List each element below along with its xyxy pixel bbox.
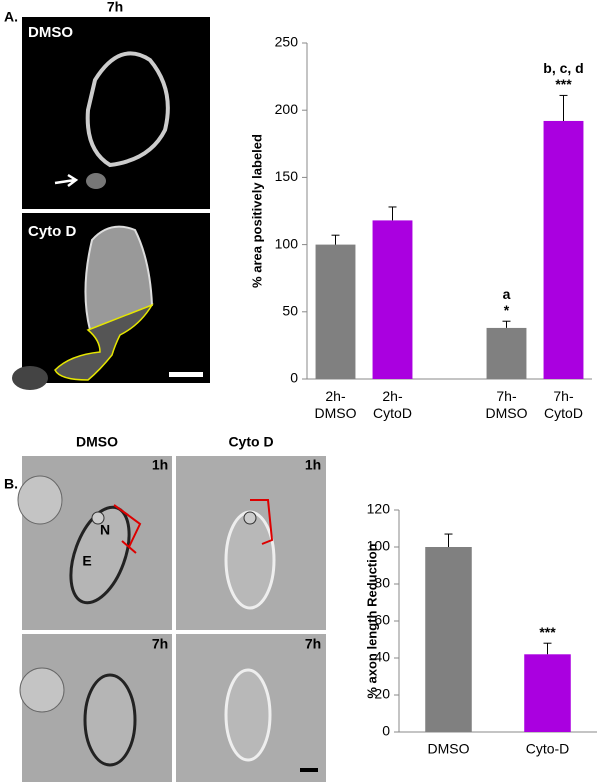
y-tick-label: 150 <box>275 168 299 184</box>
column-title: DMSO <box>76 434 118 450</box>
cell <box>224 668 272 762</box>
x-tick-line: DMSO <box>315 405 357 421</box>
cell <box>19 667 65 713</box>
outline <box>54 303 154 381</box>
time-label: 1h <box>152 457 168 473</box>
panel-label: A. <box>4 9 18 25</box>
bar <box>486 327 527 379</box>
y-tick-label: 120 <box>367 501 391 517</box>
x-tick-line: 2h- <box>382 388 403 404</box>
x-tick-label: 2h-DMSO <box>315 388 357 421</box>
x-tick-label: 2h-CytoD <box>373 388 412 421</box>
y-tick-label: 60 <box>374 612 390 628</box>
scale-bar <box>300 768 318 772</box>
cell-label: E <box>82 553 91 569</box>
x-tick-line: 7h- <box>496 388 517 404</box>
x-tick-line: CytoD <box>544 405 583 421</box>
panel-label: B. <box>4 476 18 492</box>
y-tick-label: 0 <box>382 723 390 739</box>
time-label: 1h <box>305 457 321 473</box>
cell <box>17 475 63 525</box>
x-tick-line: 2h- <box>325 388 346 404</box>
cell <box>91 511 105 525</box>
letter-label: a <box>503 286 511 302</box>
bar <box>315 244 356 379</box>
y-tick-label: 200 <box>275 101 299 117</box>
scale-bar <box>169 372 203 377</box>
cell-outline <box>85 51 170 168</box>
bracket <box>113 504 142 554</box>
y-tick-label: 0 <box>290 370 298 386</box>
image-label: Cyto D <box>28 223 77 240</box>
y-tick-label: 80 <box>374 575 390 591</box>
y-axis-label: % axon length Reduction <box>364 543 379 698</box>
image-label: DMSO <box>28 24 73 41</box>
time-label: 7h <box>107 0 123 15</box>
time-label: 7h <box>305 636 321 652</box>
column-title: Cyto D <box>228 434 273 450</box>
bar <box>372 220 413 379</box>
time-label: 7h <box>152 636 168 652</box>
significance: * <box>504 302 510 318</box>
cell-part <box>12 366 48 390</box>
significance: *** <box>555 76 572 92</box>
significance: *** <box>539 624 556 640</box>
y-tick-label: 100 <box>275 235 299 251</box>
x-tick-label: 7h-CytoD <box>544 388 583 421</box>
micrograph-grid <box>17 456 326 782</box>
cell <box>83 673 137 767</box>
y-axis-label: % area positively labeled <box>249 134 264 288</box>
x-tick-line: CytoD <box>373 405 412 421</box>
x-tick-label: Cyto-D <box>526 741 570 757</box>
arrow <box>54 173 79 187</box>
x-tick-label: DMSO <box>428 741 470 757</box>
y-tick-label: 100 <box>367 538 391 554</box>
micrograph <box>22 17 210 209</box>
y-tick-label: 50 <box>282 303 298 319</box>
bar <box>543 120 584 380</box>
x-tick-label: 7h-DMSO <box>486 388 528 421</box>
x-tick-line: 7h- <box>553 388 574 404</box>
cell-label: N <box>100 522 110 538</box>
y-tick-label: 20 <box>374 686 390 702</box>
cell-part <box>86 173 106 189</box>
x-tick-line: DMSO <box>486 405 528 421</box>
bar <box>524 654 571 732</box>
bracket <box>250 499 274 545</box>
y-tick-label: 40 <box>374 649 390 665</box>
letter-label: b, c, d <box>543 60 583 76</box>
cell <box>224 510 276 610</box>
cell <box>243 511 257 525</box>
bar <box>425 547 472 732</box>
y-tick-label: 250 <box>275 34 299 50</box>
